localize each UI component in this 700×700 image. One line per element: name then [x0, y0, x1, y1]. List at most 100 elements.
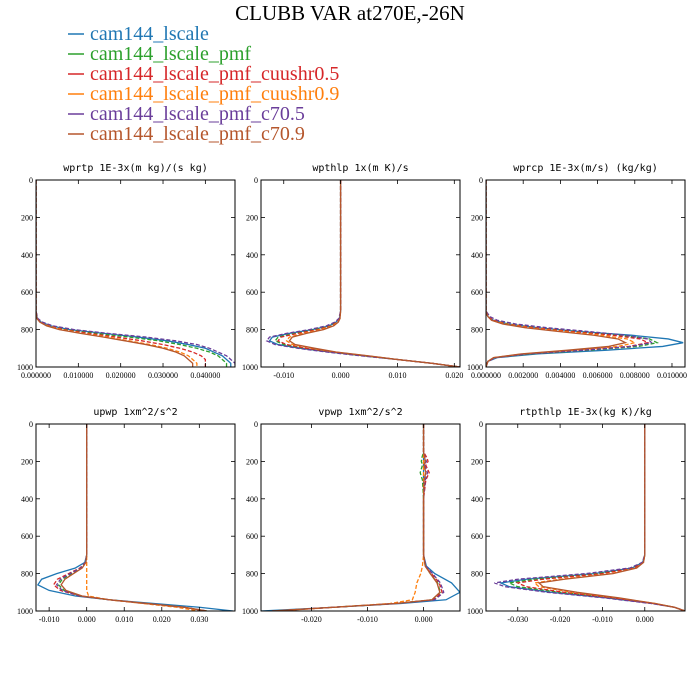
y-tick-label: 200	[21, 213, 33, 222]
plot-frame	[485, 179, 686, 368]
x-tick-label: 0.000	[415, 615, 433, 624]
legend-entry: cam144_lscale_pmf_c70.9	[90, 123, 305, 145]
y-tick-label: 0	[479, 420, 483, 429]
legend-entry: cam144_lscale_pmf_cuushr0.5	[90, 63, 339, 85]
y-tick-label: 1000	[17, 607, 33, 616]
plot-frame	[35, 423, 236, 612]
x-tick-label: 0.002000	[508, 371, 538, 380]
series-line	[36, 180, 232, 367]
x-tick-label: -0.010	[273, 371, 294, 380]
panel-title: wprcp 1E-3x(m/s) (kg/kg)	[513, 163, 658, 174]
y-tick-label: 600	[471, 532, 483, 541]
legend: cam144_lscalecam144_lscale_pmfcam144_lsc…	[68, 23, 339, 145]
panel-title: wprtp 1E-3x(m kg)/(s kg)	[63, 163, 208, 174]
y-tick-label: 600	[471, 288, 483, 297]
x-tick-label: -0.010	[357, 615, 378, 624]
y-tick-label: 200	[246, 457, 258, 466]
series-line	[36, 180, 207, 367]
series-line	[486, 180, 637, 367]
series-line	[272, 424, 442, 611]
series-line	[486, 180, 628, 367]
y-tick-label: 600	[21, 288, 33, 297]
y-tick-label: 1000	[242, 607, 258, 616]
x-tick-label: 0.000000	[471, 371, 501, 380]
x-tick-label: 0.000	[78, 615, 96, 624]
y-tick-label: 400	[471, 251, 483, 260]
series-line	[486, 180, 650, 367]
series-line	[52, 424, 207, 611]
series-line	[36, 424, 234, 611]
x-tick-label: 0.010	[115, 615, 133, 624]
legend-entry: cam144_lscale_pmf_c70.5	[90, 103, 305, 125]
series-line	[265, 180, 460, 367]
x-tick-label: 0.000	[636, 615, 654, 624]
y-tick-label: 0	[29, 176, 33, 185]
y-tick-label: 0	[479, 176, 483, 185]
series-line	[36, 180, 235, 367]
legend-entry: cam144_lscale_pmf_cuushr0.9	[90, 83, 339, 105]
y-tick-label: 600	[21, 532, 33, 541]
series-line	[274, 180, 460, 367]
y-tick-label: 200	[471, 213, 483, 222]
x-tick-label: -0.020	[301, 615, 322, 624]
series-line	[285, 180, 460, 367]
series-line	[494, 424, 685, 611]
series-line	[272, 424, 445, 611]
series-line	[60, 424, 207, 611]
y-tick-label: 1000	[17, 363, 33, 372]
x-tick-label: 0.040000	[190, 371, 220, 380]
panels: wprtp 1E-3x(m kg)/(s kg) 0 200 400 600 800 100…	[17, 163, 687, 624]
series-line	[277, 180, 460, 367]
x-tick-label: 0.000000	[21, 371, 51, 380]
x-tick-label: 0.004000	[545, 371, 575, 380]
x-tick-label: 0.008000	[620, 371, 650, 380]
x-tick-label: 0.020	[153, 615, 171, 624]
y-tick-label: 1000	[467, 607, 483, 616]
y-tick-label: 200	[21, 457, 33, 466]
y-tick-label: 0	[254, 420, 258, 429]
series-line	[55, 424, 207, 611]
series-line	[486, 180, 660, 367]
x-tick-label: -0.010	[39, 615, 60, 624]
x-tick-label: 0.020000	[106, 371, 136, 380]
x-tick-label: 0.000	[332, 371, 350, 380]
y-tick-label: 600	[246, 288, 258, 297]
y-tick-label: 400	[21, 251, 33, 260]
x-tick-label: 0.030	[190, 615, 208, 624]
x-tick-label: 0.010	[388, 371, 406, 380]
figure-title: CLUBB VAR at270E,-26N	[235, 1, 465, 25]
y-tick-label: 200	[246, 213, 258, 222]
series-line	[261, 424, 460, 611]
series-line	[288, 180, 460, 367]
panel-title: upwp 1xm^2/s^2	[93, 407, 177, 418]
x-tick-label: 0.020	[445, 371, 463, 380]
y-tick-label: 1000	[242, 363, 258, 372]
x-tick-label: -0.010	[592, 615, 613, 624]
series-line	[272, 424, 443, 611]
y-tick-label: 400	[21, 495, 33, 504]
series-line	[537, 424, 685, 611]
chart-panel: vpwp 1xm^2/s^2 0 200 400 600 800 1000 -0.020 -0.…	[242, 407, 461, 624]
y-tick-label: 800	[471, 326, 483, 335]
y-tick-label: 200	[471, 457, 483, 466]
series-line	[498, 424, 685, 611]
series-line	[533, 424, 685, 611]
chart-panel: wprtp 1E-3x(m kg)/(s kg) 0 200 400 600 800 100…	[17, 163, 236, 380]
y-tick-label: 600	[246, 532, 258, 541]
y-tick-label: 400	[471, 495, 483, 504]
panel-title: vpwp 1xm^2/s^2	[318, 407, 402, 418]
series-line	[57, 424, 207, 611]
y-tick-label: 800	[21, 570, 33, 579]
series-line	[36, 180, 228, 367]
y-tick-label: 400	[246, 495, 258, 504]
legend-entry: cam144_lscale	[90, 23, 209, 45]
x-tick-label: -0.020	[550, 615, 571, 624]
y-tick-label: 800	[246, 570, 258, 579]
y-tick-label: 0	[29, 420, 33, 429]
x-tick-label: 0.006000	[583, 371, 613, 380]
x-tick-label: -0.030	[507, 615, 528, 624]
x-tick-label: 0.010000	[657, 371, 687, 380]
series-line	[36, 180, 194, 367]
y-tick-label: 800	[471, 570, 483, 579]
